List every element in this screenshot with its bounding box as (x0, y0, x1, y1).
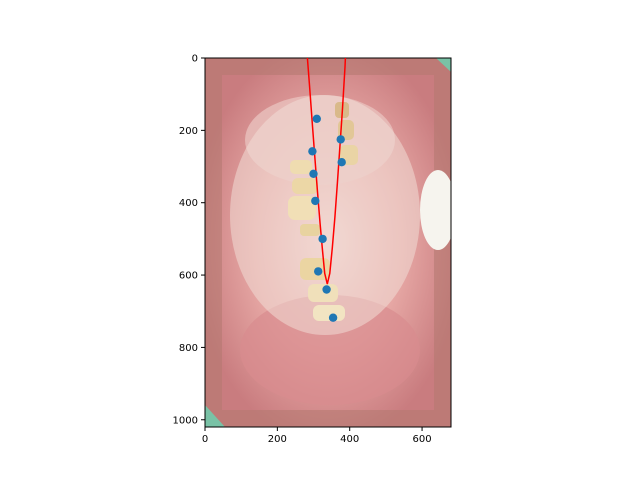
x-tick-label: 400 (340, 434, 359, 445)
y-tick-label: 0 (192, 54, 198, 65)
scatter-point (312, 114, 321, 124)
scatter-point (309, 169, 318, 178)
y-tick-label: 600 (179, 271, 198, 282)
scatter-point (314, 267, 323, 276)
scatter-point (311, 196, 320, 206)
series-layer (306, 58, 347, 322)
scatter-point (336, 135, 345, 144)
y-tick-label: 200 (179, 126, 198, 137)
y-tick-label: 1000 (173, 415, 198, 426)
plot-frame (204, 57, 452, 428)
y-tick-label: 400 (179, 198, 198, 209)
x-axis: 0 200 400 600 (202, 427, 432, 445)
scatter-point (318, 234, 327, 244)
scatter-point (337, 158, 346, 167)
x-tick-label: 0 (202, 434, 208, 445)
y-axis: 0 200 400 600 800 1000 (173, 54, 205, 426)
x-tick-label: 600 (413, 434, 432, 445)
scatter-point (328, 313, 338, 322)
scatter-point (308, 147, 317, 156)
y-tick-label: 800 (179, 343, 198, 354)
x-tick-label: 200 (268, 434, 287, 445)
scatter-point (322, 285, 331, 294)
dental-photo-image (205, 58, 451, 427)
